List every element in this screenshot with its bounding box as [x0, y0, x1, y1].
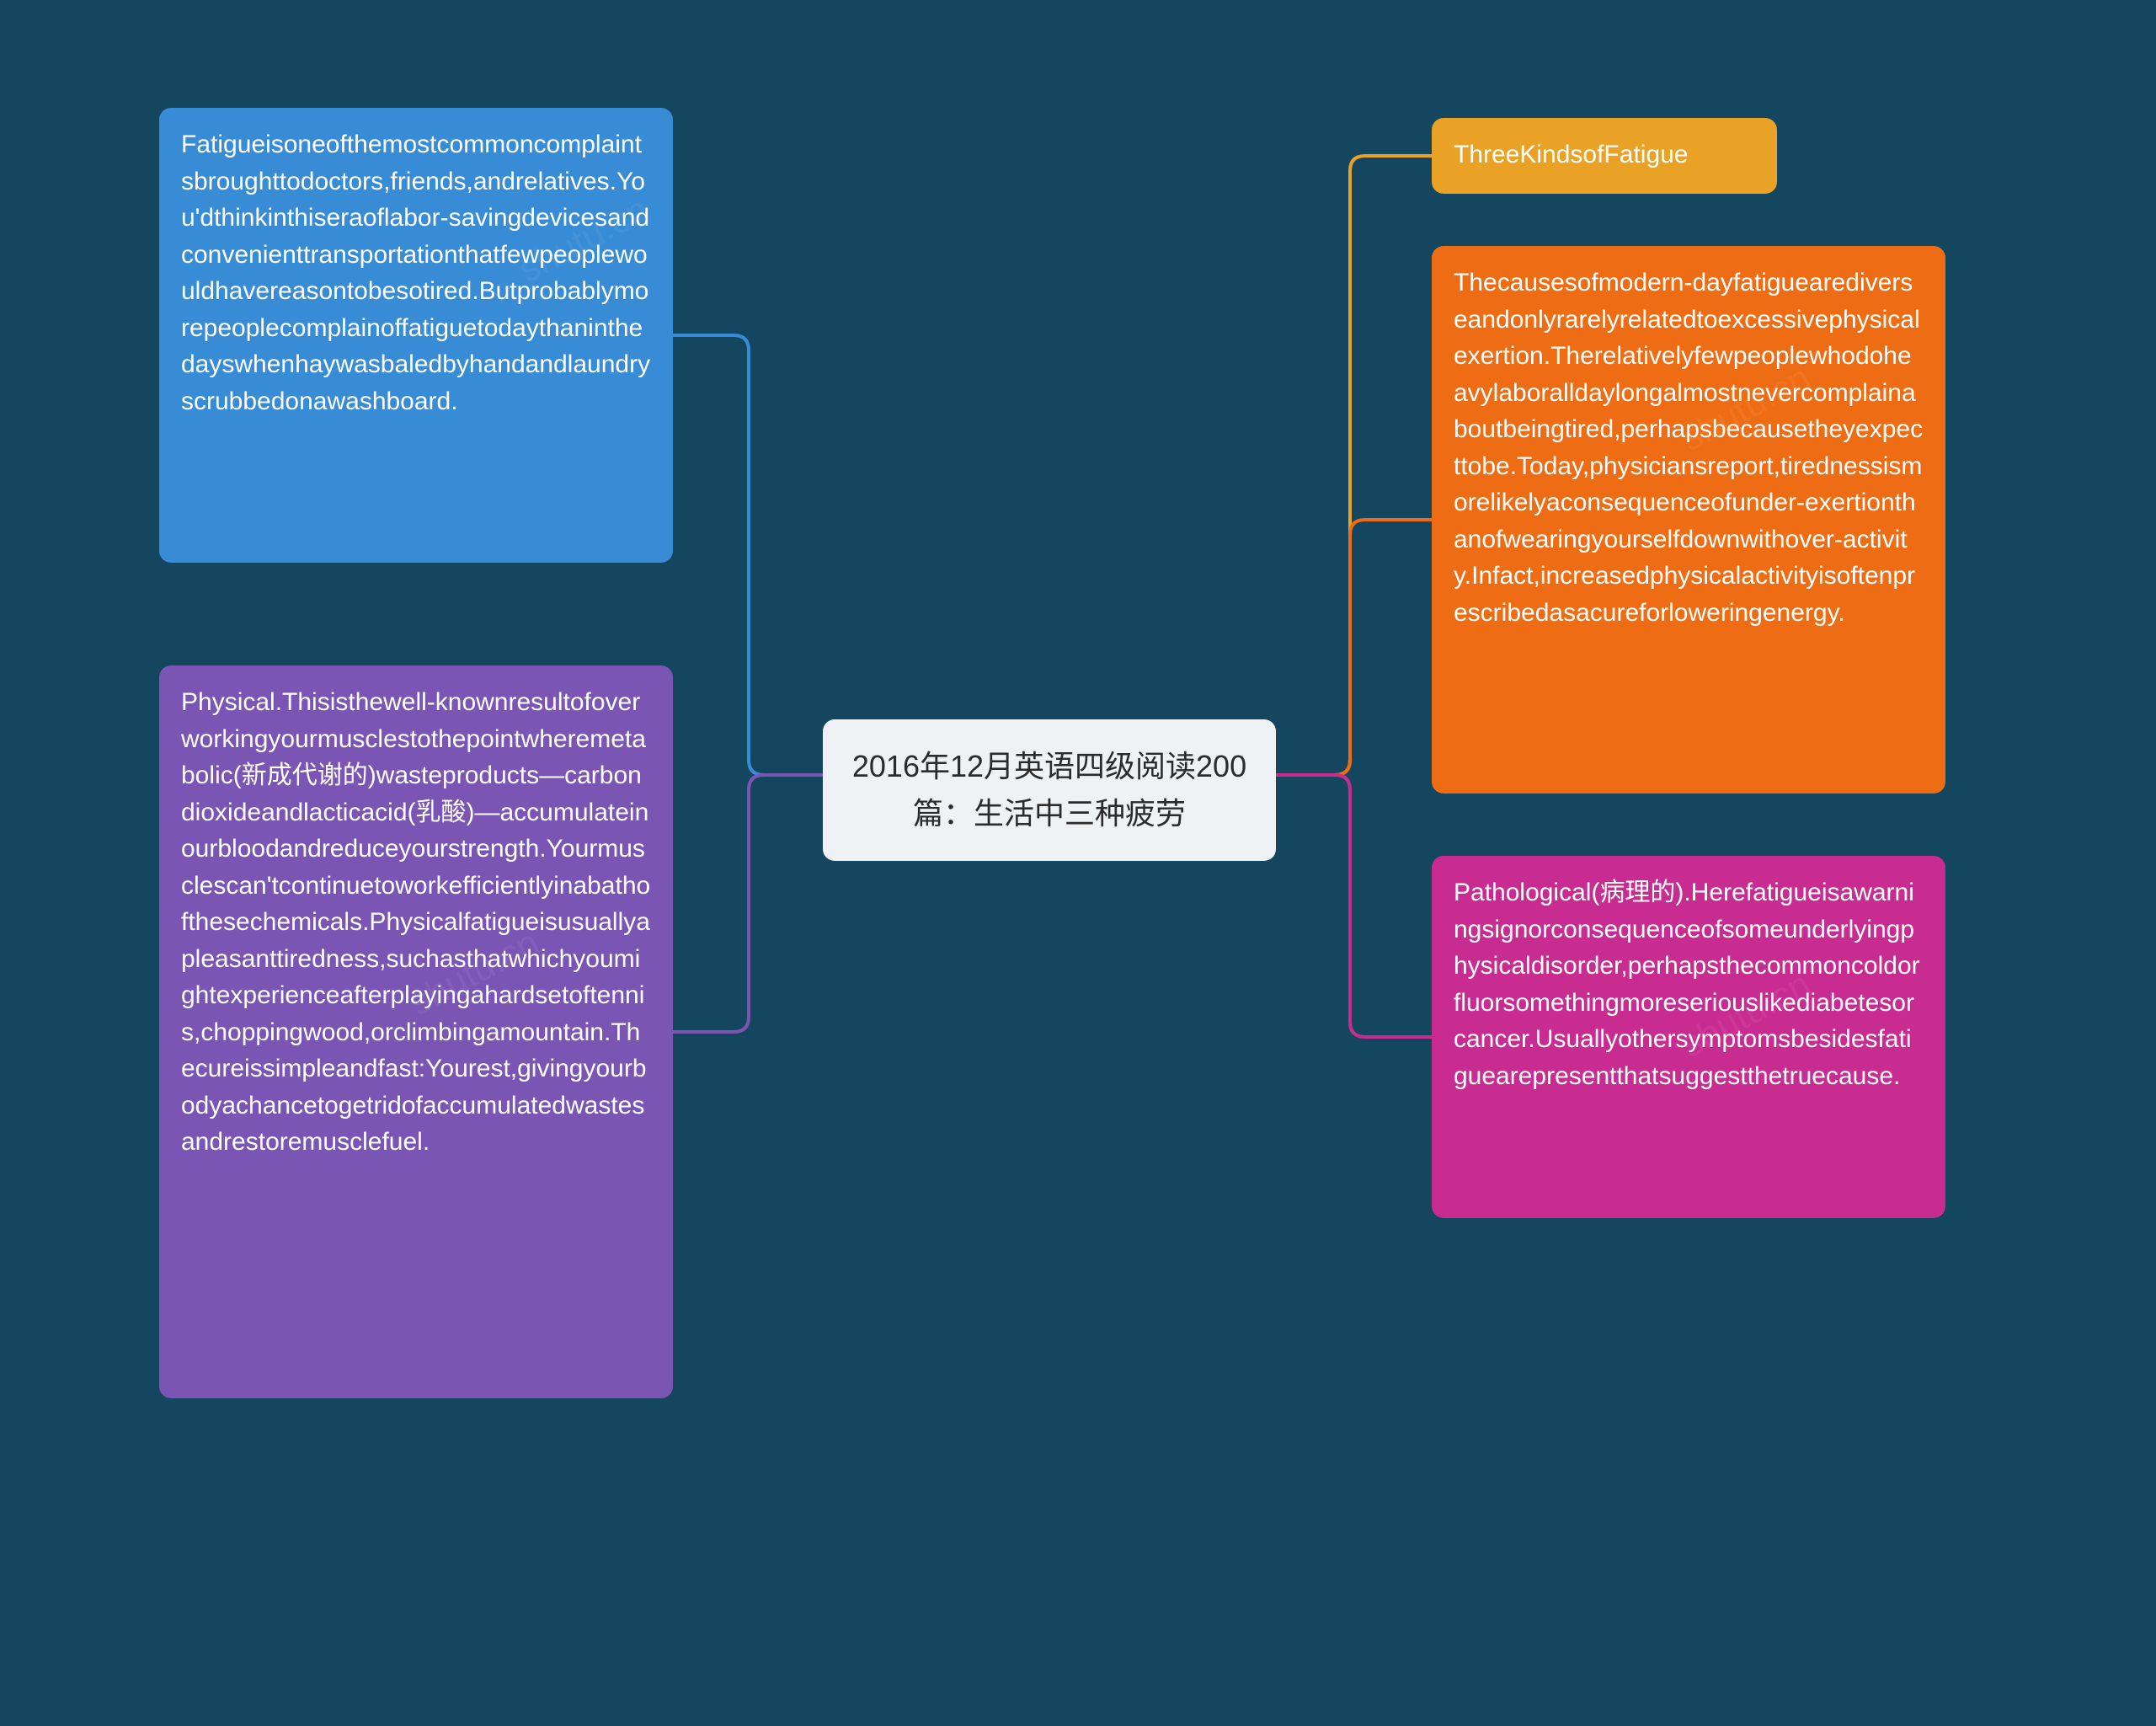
node-right-pathological: Pathological(病理的).Herefatigueisawarnings… [1432, 856, 1945, 1218]
node-left-fatigue-complaints: Fatigueisoneofthemostcommoncomplaintsbro… [159, 108, 673, 563]
node-left-physical: Physical.Thisisthewell-knownresultofover… [159, 665, 673, 1398]
node-right-three-kinds: ThreeKindsofFatigue [1432, 118, 1777, 194]
center-node: 2016年12月英语四级阅读200篇：生活中三种疲劳 [823, 719, 1276, 861]
node-right-causes: Thecausesofmodern-dayfatiguearediversean… [1432, 246, 1945, 794]
